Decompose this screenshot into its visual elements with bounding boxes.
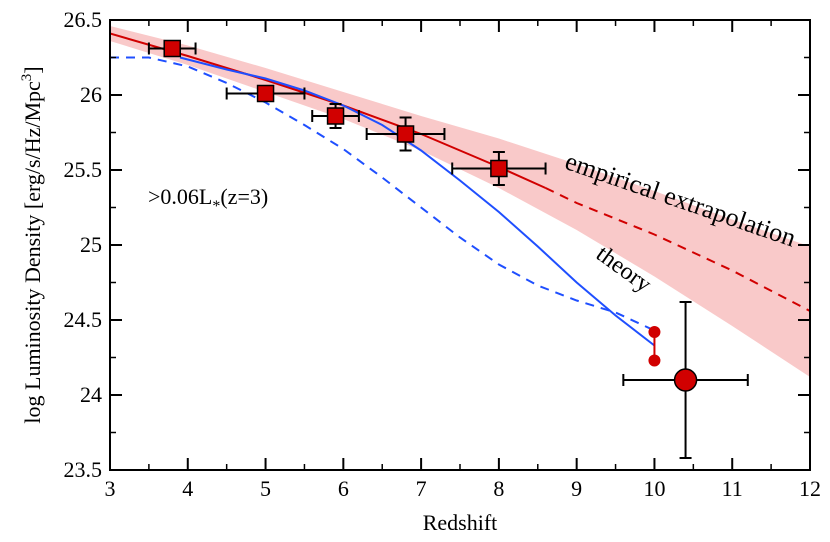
y-axis-title: log Luminosity Density [erg/s/Hz/Mpc3] (19, 66, 45, 423)
theory-dashed-line (110, 56, 655, 332)
x-tick-label: 8 (493, 476, 504, 501)
y-axis-title-close: ] (20, 66, 45, 73)
x-tick-label: 3 (105, 476, 116, 501)
x-tick-label: 5 (260, 476, 271, 501)
x-tick-label: 9 (571, 476, 582, 501)
plot-frame (109, 19, 811, 471)
y-tick-label: 26 (80, 82, 102, 107)
x-axis-title: Redshift (423, 510, 498, 535)
small-circle-data-point (648, 354, 661, 367)
small-circle-data-point (648, 326, 661, 338)
square-data-point (163, 39, 181, 58)
x-tick-label: 10 (643, 476, 665, 501)
theory-solid-line (179, 56, 656, 347)
x-tick-label: 11 (722, 476, 743, 501)
y-tick-label: 25.5 (64, 157, 103, 182)
empirical-dashed-line (545, 187, 810, 312)
plot-area (110, 26, 810, 459)
x-tick-label: 12 (799, 476, 821, 501)
luminosity-threshold-annotation: >0.06L*(z=3) (148, 184, 268, 215)
square-data-point (326, 107, 345, 125)
y-tick-label: 25 (80, 232, 102, 257)
x-tick-label: 4 (182, 476, 193, 501)
square-data-point (396, 125, 415, 143)
y-tick-label: 24 (80, 382, 102, 407)
y-axis-title-sup: 3 (19, 74, 35, 82)
annotation-prefix: >0.06L (148, 184, 212, 209)
square-data-point (490, 159, 508, 178)
y-tick-label: 24.5 (64, 307, 103, 332)
x-tick-labels: 3 4 5 6 7 8 9 10 11 12 (105, 476, 822, 501)
x-tick-label: 6 (338, 476, 349, 501)
y-tick-label: 23.5 (64, 457, 103, 482)
big-circle-data-point (673, 368, 698, 392)
y-axis-title-main: log Luminosity Density [erg/s/Hz/Mpc (20, 81, 45, 424)
x-tick-label: 7 (416, 476, 427, 501)
y-tick-label: 26.5 (64, 7, 103, 32)
uncertainty-band (110, 26, 810, 377)
y-tick-labels: 23.5 24 24.5 25 25.5 26 26.5 (64, 7, 103, 482)
square-data-point (256, 84, 275, 103)
annotation-suffix: (z=3) (220, 184, 268, 209)
data-markers (147, 39, 749, 459)
annotation-subscript: * (212, 198, 220, 215)
